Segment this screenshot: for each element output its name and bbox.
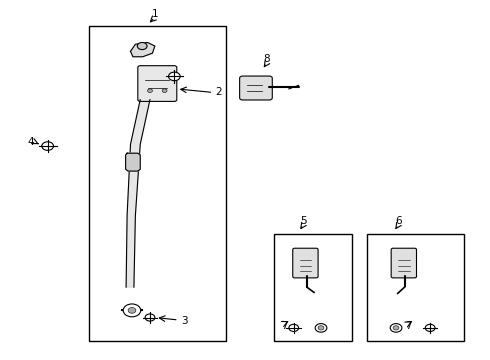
Text: 8: 8 [264,54,270,64]
Text: 7: 7 [281,321,287,331]
Circle shape [123,304,141,317]
Circle shape [162,89,167,93]
Circle shape [425,324,435,332]
Circle shape [289,324,298,332]
Polygon shape [130,42,155,57]
Text: 5: 5 [300,216,307,226]
FancyBboxPatch shape [391,248,416,278]
Circle shape [315,324,327,332]
FancyBboxPatch shape [138,66,177,102]
Circle shape [145,314,155,321]
Bar [367,234,464,341]
FancyBboxPatch shape [293,248,318,278]
Polygon shape [126,100,150,287]
Text: 2: 2 [215,87,221,98]
Polygon shape [125,153,140,171]
Circle shape [137,42,147,50]
Text: 4: 4 [27,137,34,147]
Text: 6: 6 [395,216,402,226]
FancyBboxPatch shape [240,76,272,100]
Circle shape [318,326,324,330]
Text: 1: 1 [151,9,158,19]
Circle shape [42,142,53,150]
Bar [89,26,225,341]
Circle shape [169,72,180,81]
Circle shape [128,307,136,313]
Circle shape [393,326,399,330]
Bar [274,234,352,341]
Text: 7: 7 [405,321,412,331]
Circle shape [390,324,402,332]
Text: 3: 3 [181,316,187,326]
Circle shape [147,89,152,93]
